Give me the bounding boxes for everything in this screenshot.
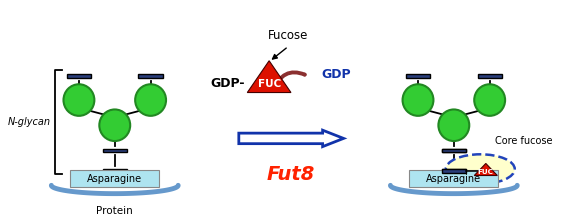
Text: Fut8: Fut8 [267, 165, 315, 184]
Ellipse shape [403, 84, 433, 116]
Bar [139, 74, 163, 78]
Text: Asparagine: Asparagine [427, 174, 481, 184]
Text: FUC: FUC [258, 79, 281, 89]
Ellipse shape [135, 84, 166, 116]
Text: Core fucose: Core fucose [495, 136, 553, 146]
Ellipse shape [63, 84, 94, 116]
Bar [406, 74, 430, 78]
Bar [67, 74, 91, 78]
Bar [442, 169, 466, 173]
Text: GDP-: GDP- [210, 77, 245, 90]
FancyBboxPatch shape [409, 170, 498, 187]
Text: GDP: GDP [321, 68, 351, 81]
Text: Fucose: Fucose [268, 29, 308, 42]
Ellipse shape [446, 154, 514, 184]
FancyArrowPatch shape [273, 72, 305, 91]
Bar [477, 74, 502, 78]
Bar [103, 169, 127, 173]
Bar [442, 149, 466, 152]
FancyArrow shape [239, 130, 344, 147]
Polygon shape [475, 163, 497, 176]
Polygon shape [247, 61, 291, 93]
Ellipse shape [99, 109, 130, 141]
Bar [442, 149, 466, 152]
Text: Asparagine: Asparagine [87, 174, 142, 184]
Text: Protein: Protein [96, 206, 133, 216]
Ellipse shape [475, 84, 505, 116]
Ellipse shape [439, 109, 469, 141]
FancyBboxPatch shape [70, 170, 159, 187]
Bar [442, 169, 466, 173]
Bar [103, 149, 127, 152]
Text: N-glycan: N-glycan [8, 117, 51, 127]
Text: FUC: FUC [478, 169, 494, 175]
